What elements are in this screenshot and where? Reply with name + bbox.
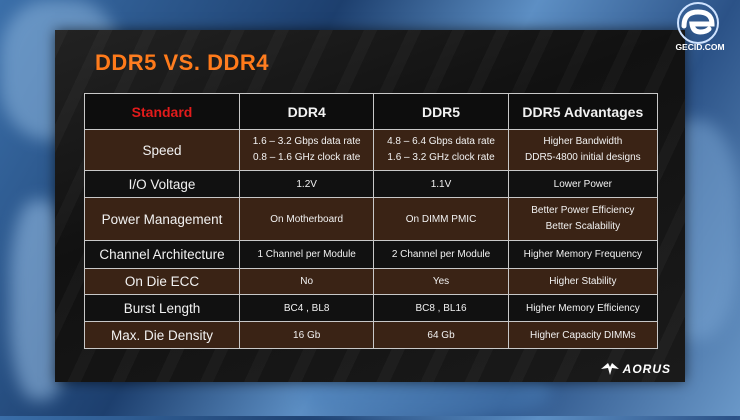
row-label: Burst Length <box>84 294 240 322</box>
header-standard: Standard <box>84 93 240 130</box>
row-label: On Die ECC <box>84 268 240 295</box>
ddr4-cell: 1.2V <box>238 170 375 198</box>
comparison-table: Standard DDR4 DDR5 DDR5 Advantages Speed… <box>84 93 659 349</box>
table-header-row: Standard DDR4 DDR5 DDR5 Advantages <box>84 93 659 130</box>
advantage-cell: Better Power Efficiency Better Scalabili… <box>507 197 659 241</box>
advantage-cell: Higher Capacity DIMMs <box>507 321 659 349</box>
table-row-speed: Speed 1.6 – 3.2 Gbps data rate 0.8 – 1.6… <box>84 129 659 171</box>
table-row-channel-architecture: Channel Architecture 1 Channel per Modul… <box>84 240 659 269</box>
table-row-burst-length: Burst Length BC4 , BL8 BC8 , BL16 Higher… <box>84 294 659 322</box>
cell-line: DDR5-4800 initial designs <box>525 152 641 163</box>
cell-line: 4.8 – 6.4 Gbps data rate <box>387 136 495 147</box>
table-row-max-die-density: Max. Die Density 16 Gb 64 Gb Higher Capa… <box>84 321 659 349</box>
ddr5-cell: 64 Gb <box>373 321 509 349</box>
advantage-cell: Lower Power <box>507 170 659 198</box>
ddr5-cell: BC8 , BL16 <box>373 294 509 322</box>
cell-line: 1.6 – 3.2 Gbps data rate <box>252 136 361 147</box>
advantage-cell: Higher Memory Efficiency <box>507 294 659 322</box>
ddr5-cell: 4.8 – 6.4 Gbps data rate 1.6 – 3.2 GHz c… <box>373 129 509 171</box>
advantage-cell: Higher Memory Frequency <box>507 240 659 269</box>
ddr4-cell: BC4 , BL8 <box>238 294 375 322</box>
cell-line: Better Power Efficiency <box>531 205 635 216</box>
ddr5-cell: Yes <box>373 268 509 295</box>
row-label: Channel Architecture <box>84 240 240 269</box>
ddr4-cell: 16 Gb <box>238 321 375 349</box>
aorus-eagle-icon <box>600 363 619 375</box>
row-label: Speed <box>84 129 240 171</box>
cell-line: 0.8 – 1.6 GHz clock rate <box>253 152 361 163</box>
ddr5-cell: 2 Channel per Module <box>373 240 509 269</box>
row-label: Max. Die Density <box>84 321 240 349</box>
row-label: I/O Voltage <box>84 170 240 198</box>
header-ddr4: DDR4 <box>238 93 375 130</box>
aorus-logo: AORUS <box>600 362 671 376</box>
gecid-watermark-text: GECID.COM <box>675 42 725 52</box>
table-row-on-die-ecc: On Die ECC No Yes Higher Stability <box>84 268 659 295</box>
slide-title: DDR5 VS. DDR4 <box>95 50 269 75</box>
row-label: Power Management <box>84 197 240 241</box>
gecid-watermark: GECID.COM <box>662 2 734 58</box>
cell-line: 1.6 – 3.2 GHz clock rate <box>387 152 495 163</box>
cell-line: Better Scalability <box>545 221 621 232</box>
cell-line: Higher Bandwidth <box>543 136 623 147</box>
advantage-cell: Higher Bandwidth DDR5-4800 initial desig… <box>507 129 659 171</box>
table-row-io-voltage: I/O Voltage 1.2V 1.1V Lower Power <box>84 170 659 198</box>
gecid-logo-icon <box>677 2 719 44</box>
table-row-power-management: Power Management On Motherboard On DIMM … <box>84 197 659 241</box>
ddr4-cell: On Motherboard <box>238 197 375 241</box>
ddr4-cell: 1.6 – 3.2 Gbps data rate 0.8 – 1.6 GHz c… <box>238 129 375 171</box>
advantage-cell: Higher Stability <box>507 268 659 295</box>
header-ddr5: DDR5 <box>373 93 509 130</box>
ddr5-cell: 1.1V <box>373 170 509 198</box>
ddr4-cell: No <box>238 268 375 295</box>
presentation-slide: DDR5 VS. DDR4 Standard DDR4 DDR5 DDR5 Ad… <box>55 30 685 382</box>
ddr5-cell: On DIMM PMIC <box>373 197 509 241</box>
aorus-wordmark: AORUS <box>622 362 671 376</box>
header-ddr5-advantages: DDR5 Advantages <box>507 93 659 130</box>
ddr4-cell: 1 Channel per Module <box>238 240 375 269</box>
